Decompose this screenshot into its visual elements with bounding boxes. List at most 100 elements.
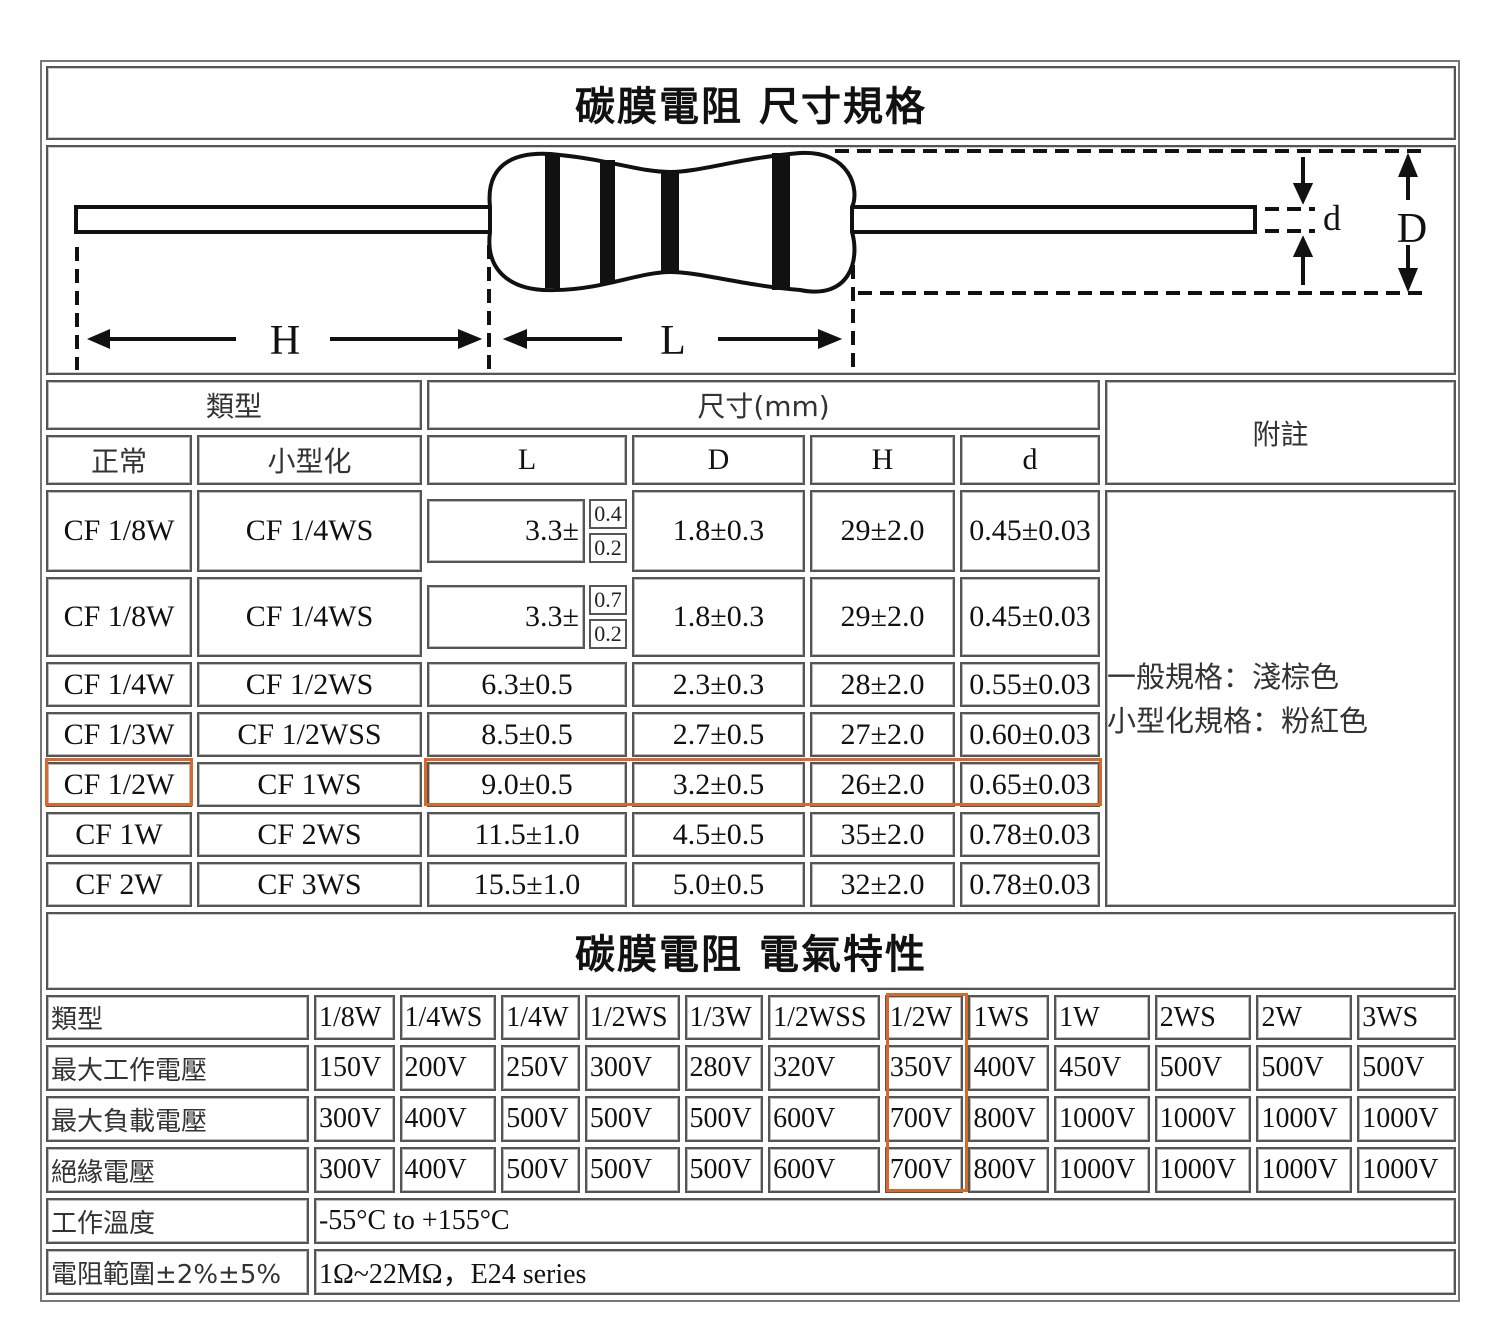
cell-value: 1/2WS bbox=[584, 995, 680, 1040]
cell-H: 32±2.0 bbox=[810, 862, 956, 907]
electrical-table: 類型 1/8W 1/4WS 1/4W 1/2WS 1/3W 1/2WSS 1/2W 1WS 1W 2… bbox=[41, 990, 1461, 1300]
header-H: H bbox=[810, 435, 956, 485]
cell-d: 0.60±0.03 bbox=[960, 712, 1101, 757]
L-tolerance-upper: 0.7 bbox=[589, 585, 628, 615]
cell-value: 1/3W bbox=[684, 995, 764, 1040]
cell-value: 2WS bbox=[1154, 995, 1252, 1040]
cell-L: 3.3± 0.4 0.2 bbox=[427, 490, 628, 572]
header-type: 類型 bbox=[46, 380, 423, 430]
cell-value: 300V bbox=[584, 1045, 680, 1091]
cell-normal: CF 1/4W bbox=[46, 662, 192, 707]
cell-mini: CF 1/2WSS bbox=[197, 712, 423, 757]
cell-value: 1000V bbox=[1256, 1147, 1353, 1193]
cell-value: 1W bbox=[1054, 995, 1150, 1040]
L-tolerance: 0.4 0.2 bbox=[589, 499, 628, 563]
table-row: CF 1W CF 2WS 11.5±1.0 4.5±0.5 35±2.0 0.78±0.0… bbox=[46, 812, 1456, 857]
cell-value: 500V bbox=[684, 1147, 764, 1193]
table-row: 類型 1/8W 1/4WS 1/4W 1/2WS 1/3W 1/2WSS 1/2W 1WS 1W 2… bbox=[46, 995, 1456, 1040]
cell-value: 600V bbox=[768, 1096, 880, 1142]
L-split: 3.3± 0.7 0.2 bbox=[427, 585, 628, 649]
cell-D: 2.7±0.5 bbox=[632, 712, 806, 757]
note-line: 一般規格：淺棕色 bbox=[1107, 659, 1340, 694]
resistance-label: 電阻範圍±2%±5% bbox=[46, 1249, 309, 1295]
cell-value: 350V bbox=[884, 1045, 964, 1091]
cell-value: 500V bbox=[1357, 1045, 1456, 1091]
cell-value: 1000V bbox=[1256, 1096, 1353, 1142]
table-row: CF 1/3W CF 1/2WSS 8.5±0.5 2.7±0.5 27±2.0 0.60… bbox=[46, 712, 1456, 757]
cell-value: 1000V bbox=[1054, 1096, 1150, 1142]
cell-value: 320V bbox=[768, 1045, 880, 1091]
cell-value: 500V bbox=[501, 1096, 580, 1142]
row-label: 最大工作電壓 bbox=[46, 1045, 309, 1091]
cell-value: 1/2WSS bbox=[768, 995, 880, 1040]
dimensions-title: 碳膜電阻 尺寸規格 bbox=[46, 66, 1456, 140]
cell-value: 450V bbox=[1054, 1045, 1150, 1091]
cell-D: 3.2±0.5 bbox=[632, 762, 806, 807]
document-frame bbox=[40, 60, 1460, 1302]
right-lead bbox=[848, 205, 1257, 234]
cell-value: 1000V bbox=[1054, 1147, 1150, 1193]
label-D: D bbox=[1397, 206, 1427, 252]
cell-value: 800V bbox=[968, 1147, 1050, 1193]
table-row: 絕緣電壓 300V 400V 500V 500V 500V 600V 700V 800V 1000… bbox=[46, 1147, 1456, 1193]
resistor-diagram: H L d D bbox=[46, 145, 1456, 375]
cell-value: 800V bbox=[968, 1096, 1050, 1142]
cell-value: 500V bbox=[501, 1147, 580, 1193]
label-H: H bbox=[270, 318, 300, 364]
notes-cell: 一般規格：淺棕色 小型化規格：粉紅色 bbox=[1105, 490, 1457, 907]
L-tolerance-upper: 0.4 bbox=[589, 499, 628, 529]
color-band bbox=[600, 160, 615, 284]
cell-L: 15.5±1.0 bbox=[427, 862, 628, 907]
header-note: 附註 bbox=[1105, 380, 1457, 485]
cell-H: 27±2.0 bbox=[810, 712, 956, 757]
cell-H: 26±2.0 bbox=[810, 762, 956, 807]
header-d: d bbox=[960, 435, 1101, 485]
cell-H: 35±2.0 bbox=[810, 812, 956, 857]
cell-value: 300V bbox=[313, 1147, 395, 1193]
header-mini: 小型化 bbox=[197, 435, 423, 485]
cell-value: 280V bbox=[684, 1045, 764, 1091]
cell-L: 9.0±0.5 bbox=[427, 762, 628, 807]
cell-value: 500V bbox=[1154, 1045, 1252, 1091]
resistance-value: 1Ω~22MΩ，E24 series bbox=[313, 1249, 1456, 1295]
header-size: 尺寸(mm) bbox=[427, 380, 1101, 430]
cell-value: 400V bbox=[968, 1045, 1050, 1091]
cell-d: 0.45±0.03 bbox=[960, 577, 1101, 657]
cell-value: 700V bbox=[884, 1147, 964, 1193]
header-L: L bbox=[427, 435, 628, 485]
cell-mini: CF 2WS bbox=[197, 812, 423, 857]
cell-H: 29±2.0 bbox=[810, 577, 956, 657]
cell-value: 500V bbox=[584, 1147, 680, 1193]
label-d: d bbox=[1323, 198, 1341, 238]
L-value: 3.3± bbox=[427, 585, 586, 649]
cell-mini: CF 1WS bbox=[197, 762, 423, 807]
cell-mini: CF 1/4WS bbox=[197, 490, 423, 572]
color-band bbox=[772, 153, 790, 290]
cell-value: 700V bbox=[884, 1096, 964, 1142]
cell-L: 6.3±0.5 bbox=[427, 662, 628, 707]
cell-D: 4.5±0.5 bbox=[632, 812, 806, 857]
cell-value: 600V bbox=[768, 1147, 880, 1193]
cell-normal: CF 1/8W bbox=[46, 577, 192, 657]
L-tolerance-lower: 0.2 bbox=[589, 619, 628, 649]
L-split: 3.3± 0.4 0.2 bbox=[427, 499, 628, 563]
cell-normal: CF 2W bbox=[46, 862, 192, 907]
table-row: 最大負載電壓 300V 400V 500V 500V 500V 600V 700V 800V 10… bbox=[46, 1096, 1456, 1142]
cell-value: 250V bbox=[501, 1045, 580, 1091]
cell-L: 8.5±0.5 bbox=[427, 712, 628, 757]
temperature-value: -55°C to +155°C bbox=[313, 1198, 1456, 1244]
cell-H: 28±2.0 bbox=[810, 662, 956, 707]
cell-value: 500V bbox=[584, 1096, 680, 1142]
electrical-title: 碳膜電阻 電氣特性 bbox=[46, 912, 1456, 990]
cell-value: 1/4W bbox=[501, 995, 580, 1040]
header-D: D bbox=[632, 435, 806, 485]
cell-value: 500V bbox=[684, 1096, 764, 1142]
cell-mini: CF 1/4WS bbox=[197, 577, 423, 657]
color-band bbox=[545, 155, 560, 288]
resistor-drawing: H L d D bbox=[74, 149, 1427, 370]
left-lead bbox=[74, 205, 492, 234]
cell-value: 1/4WS bbox=[399, 995, 497, 1040]
cell-d: 0.78±0.03 bbox=[960, 812, 1101, 857]
color-band bbox=[661, 170, 679, 274]
cell-value: 3WS bbox=[1357, 995, 1456, 1040]
